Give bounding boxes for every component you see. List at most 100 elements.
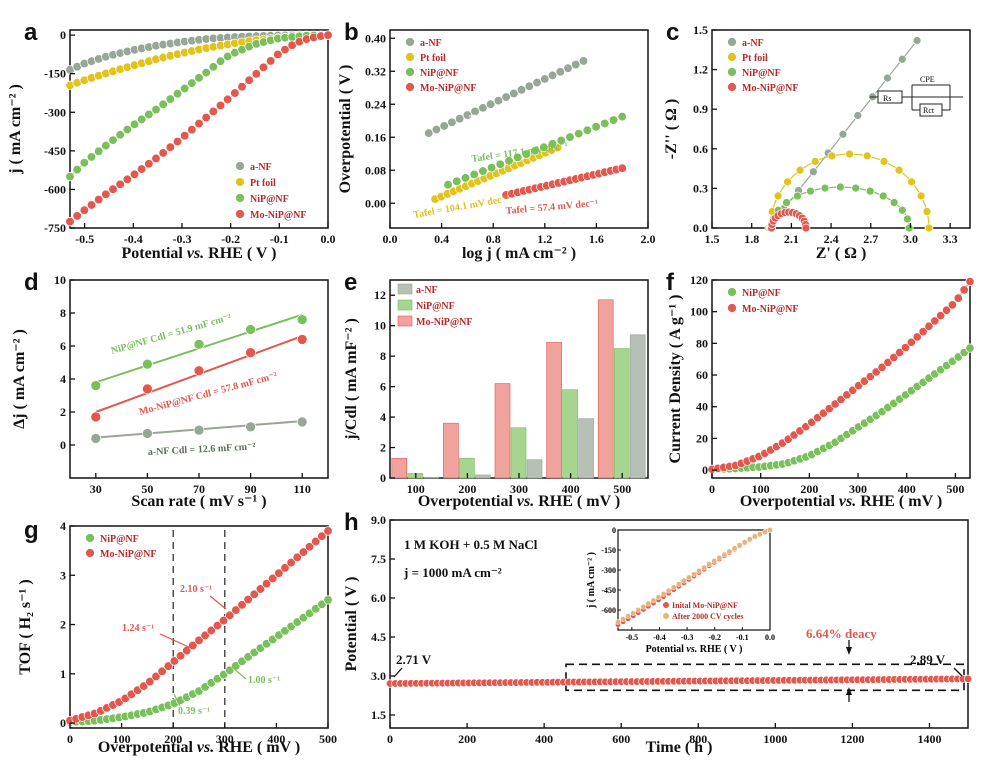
data-point — [142, 358, 153, 370]
x-tick-label: 100 — [752, 482, 770, 496]
data-point — [86, 152, 97, 162]
circuit-label-rct: Rct — [923, 106, 935, 115]
legend-label: NiP@NF — [416, 301, 455, 312]
inset-point — [635, 607, 642, 613]
data-point — [137, 114, 147, 125]
x-axis-label-part: vs. — [197, 739, 214, 756]
data-point — [470, 106, 480, 117]
data-point — [165, 94, 175, 104]
data-point — [79, 205, 89, 215]
plot-frame — [711, 29, 971, 229]
data-point — [296, 334, 308, 345]
data-point — [903, 214, 912, 224]
x-tick-label: 400 — [535, 732, 553, 746]
data-point — [79, 158, 89, 168]
legend-swatch — [397, 283, 413, 295]
legend-marker — [85, 533, 95, 543]
y-tick-label: -300 — [44, 105, 66, 119]
inset-point — [757, 531, 763, 537]
data-point — [889, 198, 899, 207]
x-tick-label: 2.0 — [641, 232, 656, 246]
x-axis-label: Time ( h ) — [646, 739, 713, 756]
data-point — [460, 173, 471, 183]
legend-marker — [405, 67, 415, 77]
data-point — [169, 656, 180, 666]
data-point — [851, 183, 860, 193]
inset-point — [650, 597, 657, 604]
data-point — [249, 589, 259, 599]
data-point — [225, 610, 235, 621]
legend-label: NiP@NF — [742, 68, 781, 79]
x-axis-label-part: vs. — [517, 493, 534, 510]
y-tick-label: 40 — [696, 400, 708, 414]
y-tick-label: 6.0 — [371, 591, 386, 605]
y-tick-label: 0.16 — [365, 130, 386, 144]
x-axis-label: Potential vs. RHE ( V ) — [122, 245, 277, 262]
x-tick-label: -0.3 — [172, 232, 191, 246]
inset-x-tick-label: -0.1 — [736, 633, 749, 642]
y-tick-label: 0 — [60, 716, 66, 730]
y-tick-label: 1.5 — [693, 23, 708, 37]
legend-marker — [405, 82, 415, 92]
y-tick-label: 9.0 — [371, 513, 386, 527]
legend-label: NiP@NF — [742, 288, 781, 299]
bar — [597, 299, 614, 479]
data-point — [151, 671, 161, 682]
legend-label: NiP@NF — [250, 194, 289, 205]
data-point — [245, 421, 256, 433]
data-point — [268, 573, 278, 584]
x-tick-label: 600 — [612, 732, 630, 746]
bar — [526, 459, 543, 479]
data-point — [108, 184, 118, 194]
data-point — [793, 191, 802, 201]
legend-marker — [727, 67, 737, 77]
data-point — [608, 115, 619, 125]
data-point — [193, 424, 205, 436]
inset-point — [752, 533, 758, 540]
data-point — [296, 314, 308, 325]
data-point — [906, 337, 916, 347]
tof-annotation: 2.10 s⁻¹ — [180, 584, 212, 595]
data-point — [323, 526, 333, 536]
inset-point — [681, 577, 687, 584]
data-point — [838, 129, 848, 139]
data-point — [187, 125, 197, 135]
legend-label: Mo-NiP@NF — [250, 210, 307, 221]
data-point — [245, 347, 256, 358]
data-point — [274, 568, 284, 578]
data-point — [115, 130, 125, 140]
y-tick-label: 60 — [696, 368, 708, 382]
data-point — [820, 183, 830, 193]
data-point — [255, 584, 266, 594]
inset-point — [762, 529, 768, 535]
data-point — [889, 352, 899, 363]
x-tick-label: 110 — [294, 482, 311, 496]
data-point — [918, 327, 928, 337]
legend-marker — [235, 161, 245, 171]
inset-point — [716, 554, 723, 561]
y-tick-label: 100 — [690, 305, 708, 319]
x-tick-label: 0.8 — [486, 232, 501, 246]
inset-point — [696, 568, 702, 574]
legend-label: a-NF — [250, 162, 272, 173]
data-point — [142, 428, 153, 439]
legend-marker — [85, 548, 95, 558]
data-point — [137, 164, 147, 174]
x-tick-label: -0.1 — [270, 232, 289, 246]
x-tick-label: 200 — [458, 482, 476, 496]
data-point — [574, 128, 584, 139]
x-axis-label-part: Overpotential — [418, 493, 517, 510]
bar — [443, 422, 459, 479]
y-axis-label: Δj ( mA cm⁻² ) — [11, 329, 28, 429]
inset-legend-marker — [663, 613, 669, 619]
data-point — [122, 174, 132, 185]
y-tick-label: 0.32 — [365, 64, 386, 78]
data-point — [158, 99, 168, 109]
x-tick-label: 0 — [387, 732, 393, 746]
x-tick-label: 300 — [216, 732, 234, 746]
y-tick-label: 0 — [60, 438, 66, 452]
annotation-arrow — [209, 595, 227, 610]
inset-x-tick-label: -0.5 — [625, 633, 638, 642]
bar — [494, 383, 511, 479]
x-axis-label: log j ( mA cm⁻² ) — [462, 245, 576, 262]
